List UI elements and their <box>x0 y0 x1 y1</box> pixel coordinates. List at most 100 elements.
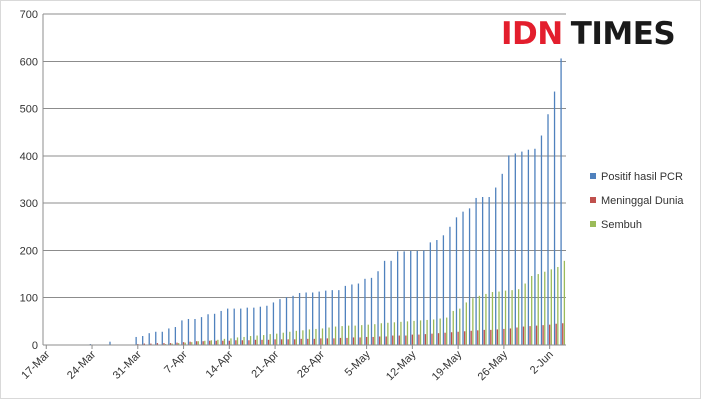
logo-idn-text: IDN <box>501 16 563 52</box>
bar-positif-hasil-pcr <box>233 308 235 345</box>
bar-meninggal-dunia <box>228 340 230 345</box>
bar-sembuh <box>184 342 186 345</box>
bar-positif-hasil-pcr <box>377 271 379 345</box>
bar-marks <box>43 58 566 345</box>
legend-label-positif-hasil-pcr: Positif hasil PCR <box>601 171 683 183</box>
bar-positif-hasil-pcr <box>527 149 530 345</box>
bar-meninggal-dunia <box>398 335 400 345</box>
bar-sembuh <box>328 327 330 345</box>
bar-sembuh <box>354 325 356 345</box>
bar-sembuh <box>315 328 317 345</box>
axes <box>42 14 566 349</box>
bar-sembuh <box>367 324 369 345</box>
bar-sembuh <box>537 274 539 345</box>
bar-positif-hasil-pcr <box>161 331 163 345</box>
bar-sembuh <box>191 342 193 345</box>
x-tick-label: 21-Apr <box>249 348 281 380</box>
legend-swatch-meninggal-dunia <box>590 197 596 203</box>
bar-positif-hasil-pcr <box>468 208 471 345</box>
bar-positif-hasil-pcr <box>449 226 451 345</box>
bar-meninggal-dunia <box>169 343 172 345</box>
bar-sembuh <box>504 290 507 345</box>
bar-positif-hasil-pcr <box>383 260 386 345</box>
bar-positif-hasil-pcr <box>442 235 445 345</box>
bar-meninggal-dunia <box>202 341 204 345</box>
x-tick-label: 19-May <box>430 348 465 383</box>
bar-meninggal-dunia <box>307 338 309 345</box>
bar-meninggal-dunia <box>346 337 348 345</box>
bar-sembuh <box>269 334 271 345</box>
bar-sembuh <box>511 290 513 345</box>
legend-label-sembuh: Sembuh <box>601 219 642 231</box>
bar-sembuh <box>563 260 566 345</box>
bar-sembuh <box>171 343 173 345</box>
bar-sembuh <box>400 321 402 345</box>
bar-sembuh <box>230 338 232 345</box>
bar-meninggal-dunia <box>477 330 479 345</box>
bar-positif-hasil-pcr <box>416 250 418 345</box>
bar-positif-hasil-pcr <box>279 299 281 345</box>
bar-meninggal-dunia <box>176 342 178 345</box>
bar-positif-hasil-pcr <box>351 284 353 345</box>
bar-positif-hasil-pcr <box>135 336 137 345</box>
bar-meninggal-dunia <box>535 325 538 345</box>
bar-positif-hasil-pcr <box>514 153 516 345</box>
bar-sembuh <box>413 320 415 345</box>
bar-sembuh <box>491 292 494 345</box>
bar-meninggal-dunia <box>326 338 329 345</box>
y-tick-label: 0 <box>32 340 38 352</box>
bar-meninggal-dunia <box>385 336 387 345</box>
bar-meninggal-dunia <box>352 337 355 345</box>
legend-swatch-sembuh <box>590 221 596 227</box>
bar-sembuh <box>498 291 500 345</box>
legend: Positif hasil PCR Meninggal Dunia Sembuh <box>590 171 684 231</box>
bar-sembuh <box>557 266 559 345</box>
legend-swatch-positif-hasil-pcr <box>590 173 596 179</box>
bar-meninggal-dunia <box>405 335 407 345</box>
y-tick-label: 600 <box>20 56 38 68</box>
y-tick-label: 700 <box>20 9 38 21</box>
bar-positif-hasil-pcr <box>481 197 484 345</box>
bar-meninggal-dunia <box>287 339 289 345</box>
bar-meninggal-dunia <box>555 323 557 345</box>
bar-meninggal-dunia <box>195 341 198 345</box>
bar-positif-hasil-pcr <box>168 328 170 345</box>
bar-positif-hasil-pcr <box>174 327 177 345</box>
bar-meninggal-dunia <box>235 340 237 345</box>
bar-positif-hasil-pcr <box>109 341 111 345</box>
bar-sembuh <box>302 330 304 345</box>
bar-positif-hasil-pcr <box>455 217 458 345</box>
bar-meninggal-dunia <box>490 329 492 345</box>
bar-sembuh <box>236 337 239 345</box>
bar-sembuh <box>432 319 435 345</box>
bar-sembuh <box>361 325 363 345</box>
bar-positif-hasil-pcr <box>155 331 157 345</box>
bar-sembuh <box>347 325 350 345</box>
bar-meninggal-dunia <box>261 339 263 345</box>
bar-meninggal-dunia <box>522 326 525 345</box>
bar-sembuh <box>178 343 180 345</box>
x-tick-label: 5-May <box>343 348 373 378</box>
bar-sembuh <box>439 318 441 345</box>
bar-meninggal-dunia <box>411 334 414 345</box>
bar-sembuh <box>380 323 382 345</box>
bar-positif-hasil-pcr <box>298 292 301 345</box>
bar-sembuh <box>217 339 219 345</box>
x-tick-label: 31-Mar <box>111 348 144 381</box>
bar-sembuh <box>210 340 213 345</box>
x-tick-label: 12-May <box>384 348 419 383</box>
bar-sembuh <box>550 269 552 345</box>
bar-sembuh <box>295 330 297 345</box>
grid-lines <box>43 13 566 346</box>
x-tick-label: 7-Apr <box>162 348 190 376</box>
y-tick-label: 300 <box>20 198 38 210</box>
bar-positif-hasil-pcr <box>227 308 229 345</box>
x-tick-label: 2-Jun <box>528 349 556 377</box>
bar-sembuh <box>531 275 533 345</box>
bar-meninggal-dunia <box>215 340 217 345</box>
bar-sembuh <box>459 308 461 345</box>
bar-positif-hasil-pcr <box>488 197 490 345</box>
bar-positif-hasil-pcr <box>429 242 431 345</box>
bar-positif-hasil-pcr <box>370 277 373 345</box>
bar-sembuh <box>465 302 467 345</box>
